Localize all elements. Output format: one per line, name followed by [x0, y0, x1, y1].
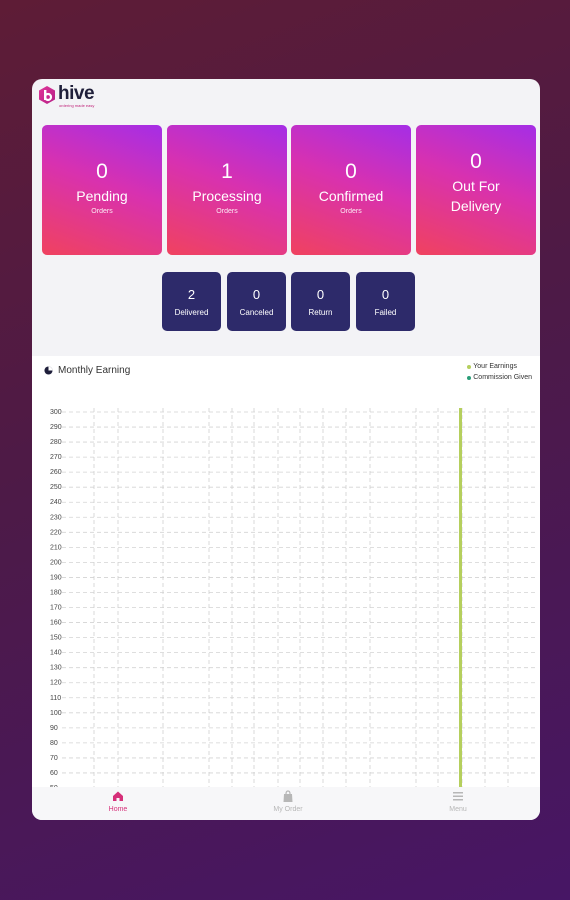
y-tick-label: 260: [50, 469, 62, 476]
legend-label-earnings: Your Earnings: [473, 363, 517, 370]
nav-menu[interactable]: Menu: [428, 790, 488, 813]
legend-dot-earnings: [467, 364, 472, 369]
confirmed-sub: Orders: [340, 208, 362, 215]
y-tick-label: 240: [50, 499, 62, 506]
y-tick-label: 120: [50, 680, 62, 687]
y-tick-label: 90: [50, 725, 58, 732]
legend-your-earnings[interactable]: Your Earnings: [467, 361, 532, 372]
delivered-count: 2: [187, 287, 196, 302]
y-tick-label: 200: [50, 559, 62, 566]
y-tick-label: 140: [50, 650, 62, 657]
logo-word: hive: [58, 83, 95, 104]
return-label: Return: [308, 308, 333, 317]
pie-chart-icon: [44, 366, 53, 375]
out-for-delivery-label-line2: Delivery: [450, 198, 502, 214]
chart-header: Monthly Earning: [44, 365, 130, 376]
delivered-label: Delivered: [174, 308, 209, 317]
nav-my-order-label: My Order: [273, 806, 303, 813]
canceled-count: 0: [252, 287, 261, 302]
y-tick-label: 110: [50, 695, 61, 702]
logo-tagline: ordering made easy: [59, 103, 95, 108]
earnings-bar: [459, 408, 462, 787]
processing-sub: Orders: [216, 208, 238, 215]
return-card[interactable]: 0 Return: [291, 272, 350, 331]
confirmed-label: Confirmed: [318, 188, 384, 204]
processing-orders-card[interactable]: 1 Processing Orders: [167, 125, 287, 255]
monthly-earning-chart: 300 290 280 270 260 250 240 230 220 210 200 190 180 1…: [32, 356, 540, 787]
out-for-delivery-label: Out For Delivery: [416, 176, 536, 216]
delivered-card[interactable]: 2 Delivered: [162, 272, 221, 331]
y-tick-label: 290: [50, 424, 62, 431]
chart-legend: Your Earnings Commission Given: [467, 361, 532, 383]
confirmed-count: 0: [345, 160, 357, 183]
hamburger-menu-icon: [453, 792, 463, 801]
y-tick-label: 220: [50, 529, 62, 536]
y-tick-label: 280: [50, 439, 62, 446]
out-for-delivery-count: 0: [470, 150, 482, 173]
legend-label-commission: Commission Given: [473, 374, 532, 381]
y-tick-label: 70: [50, 755, 58, 762]
app-header: hive ordering made easy: [32, 79, 540, 119]
status-cards: 2 Delivered 0 Canceled 0 Return 0 Failed: [162, 272, 416, 332]
shopping-bag-icon: [283, 790, 293, 802]
legend-commission-given[interactable]: Commission Given: [467, 372, 532, 383]
nav-home-label: Home: [108, 806, 128, 813]
y-tick-label: 50: [50, 785, 58, 787]
nav-menu-label: Menu: [449, 806, 467, 813]
out-for-delivery-card[interactable]: 0 Out For Delivery: [416, 125, 536, 255]
nav-my-order[interactable]: My Order: [258, 790, 318, 813]
y-tick-label: 100: [50, 710, 62, 717]
home-icon: [113, 791, 123, 801]
chart-canvas: 300 290 280 270 260 250 240 230 220 210 200 190 180 1…: [50, 408, 538, 787]
y-tick-label: 190: [50, 574, 62, 581]
y-tick-label: 160: [50, 620, 62, 627]
pending-sub: Orders: [91, 208, 113, 215]
y-tick-label: 270: [50, 454, 62, 461]
y-tick-label: 130: [50, 665, 62, 672]
y-tick-label: 80: [50, 740, 58, 747]
pending-label: Pending: [76, 188, 128, 204]
order-summary-cards: 0 Pending Orders 1 Processing Orders 0 C…: [42, 125, 536, 255]
y-tick-label: 180: [50, 589, 62, 596]
hive-logo-icon: [38, 85, 56, 105]
pending-orders-card[interactable]: 0 Pending Orders: [42, 125, 162, 255]
pending-count: 0: [96, 160, 108, 183]
y-tick-label: 300: [50, 409, 62, 416]
y-tick-label: 230: [50, 514, 62, 521]
canceled-card[interactable]: 0 Canceled: [227, 272, 286, 331]
processing-count: 1: [221, 160, 233, 183]
hive-logo: hive ordering made easy: [38, 83, 95, 108]
app-screen: hive ordering made easy 0 Pending Orders…: [32, 79, 540, 820]
return-count: 0: [316, 287, 325, 302]
y-tick-label: 210: [50, 544, 62, 551]
legend-dot-commission: [467, 375, 472, 380]
failed-card[interactable]: 0 Failed: [356, 272, 415, 331]
failed-label: Failed: [374, 308, 397, 317]
y-tick-label: 250: [50, 484, 62, 491]
y-tick-label: 150: [50, 635, 62, 642]
y-tick-label: 60: [50, 770, 58, 777]
confirmed-orders-card[interactable]: 0 Confirmed Orders: [291, 125, 411, 255]
canceled-label: Canceled: [239, 308, 274, 317]
nav-home[interactable]: Home: [88, 790, 148, 813]
out-for-delivery-label-line1: Out For: [452, 178, 500, 194]
bottom-navigation: Home My Order Menu: [32, 787, 540, 820]
y-tick-label: 170: [50, 605, 62, 612]
processing-label: Processing: [192, 188, 262, 204]
chart-title: Monthly Earning: [58, 365, 131, 376]
failed-count: 0: [381, 287, 390, 302]
